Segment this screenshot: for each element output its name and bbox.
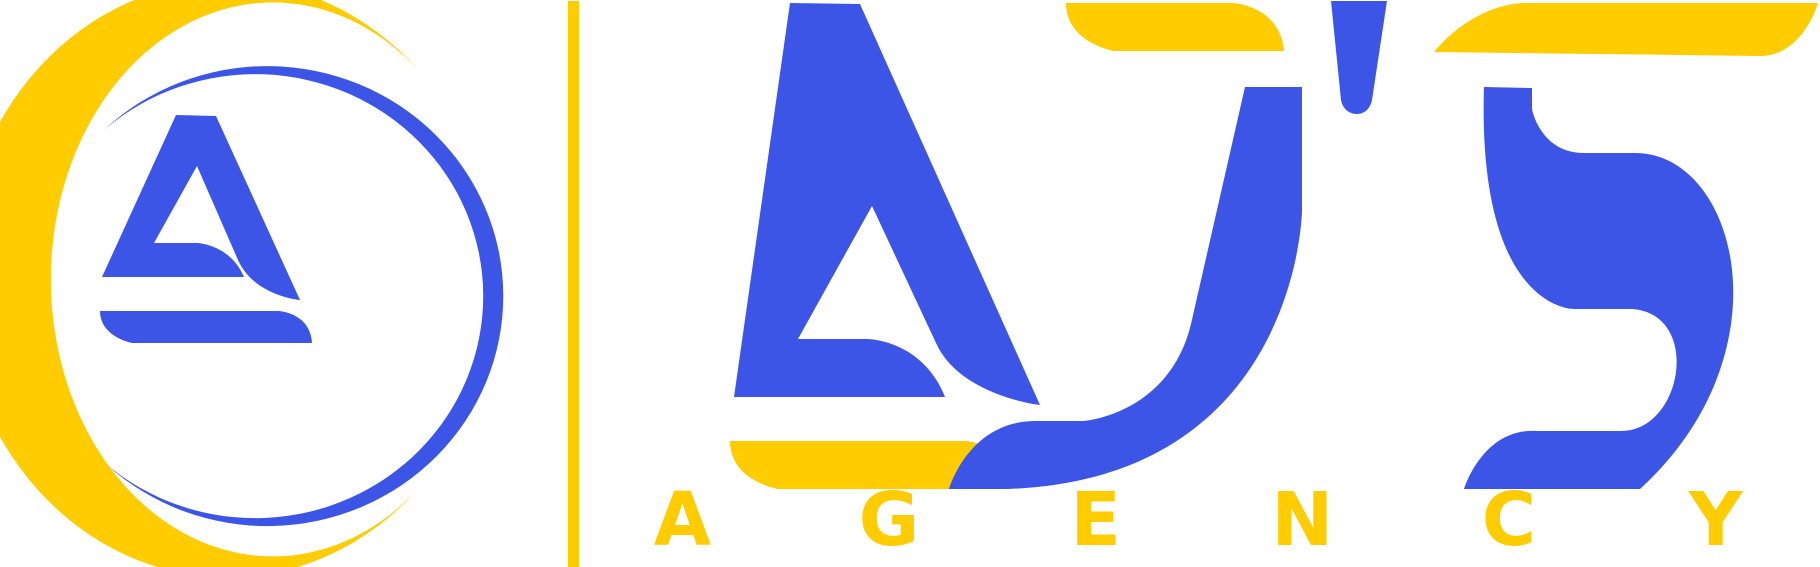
wordmark-j-top-shape bbox=[1066, 3, 1284, 51]
wordmark-s-top-shape bbox=[1434, 3, 1818, 56]
wordmark-j-shape bbox=[949, 87, 1302, 489]
tagline-letter: Y bbox=[1688, 477, 1745, 563]
tagline-letter: A bbox=[653, 477, 713, 563]
emblem-mark bbox=[0, 0, 504, 567]
tagline-letter: G bbox=[858, 477, 922, 563]
wordmark-a-underline-shape bbox=[730, 441, 1012, 489]
wordmark-apostrophe-shape bbox=[1331, 1, 1387, 114]
emblem-blue-ring-shape bbox=[104, 66, 504, 527]
tagline-agency: A G E N C Y bbox=[580, 477, 1820, 563]
tagline-letter: C bbox=[1481, 477, 1539, 563]
tagline-letter: E bbox=[1070, 477, 1123, 563]
vertical-divider bbox=[568, 1, 579, 567]
emblem-a-shape bbox=[102, 115, 300, 300]
emblem-underline-shape bbox=[100, 311, 312, 343]
wordmark-s-body-shape bbox=[1464, 87, 1734, 489]
wordmark-ajs bbox=[730, 1, 1818, 489]
tagline-letter: N bbox=[1271, 477, 1336, 563]
wordmark-a-shape bbox=[734, 3, 1040, 405]
